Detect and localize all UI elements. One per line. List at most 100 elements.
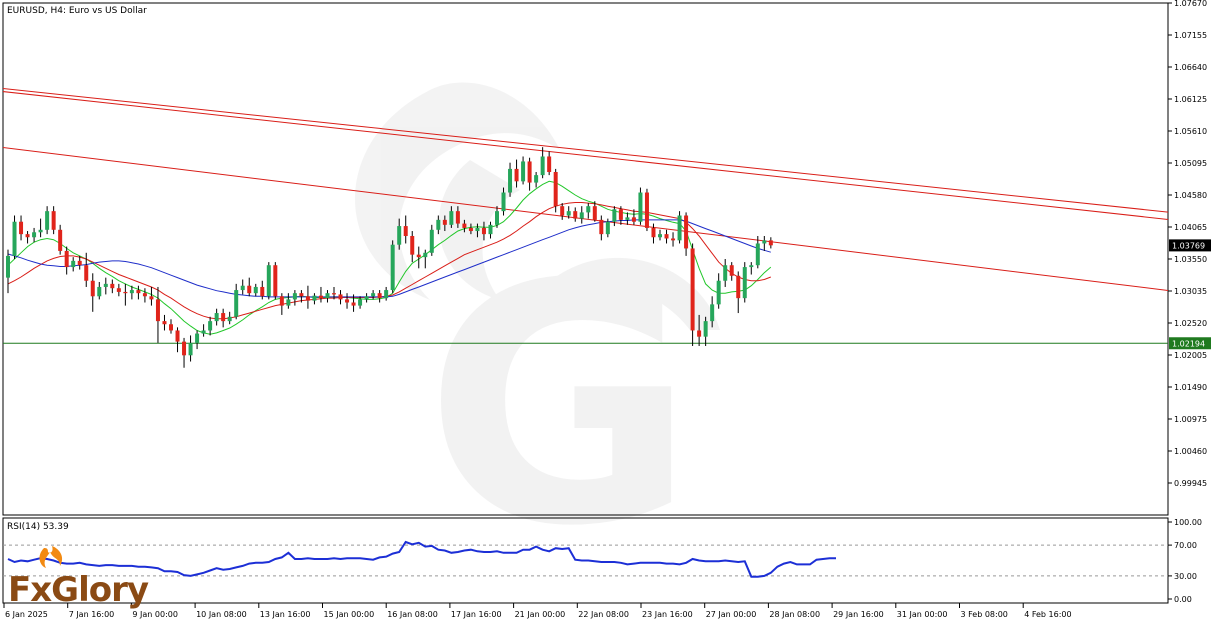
candle[interactable] (129, 285, 134, 300)
main-plot-area[interactable] (0, 87, 1200, 368)
candle[interactable] (312, 293, 317, 305)
candle[interactable] (97, 281, 102, 300)
candle[interactable] (592, 201, 597, 222)
candle[interactable] (644, 188, 649, 232)
candle[interactable] (162, 314, 167, 331)
candle[interactable] (247, 277, 252, 297)
candle[interactable] (442, 215, 447, 232)
candle[interactable] (384, 286, 389, 301)
candle[interactable] (240, 279, 245, 295)
candle[interactable] (631, 209, 636, 225)
candle[interactable] (136, 285, 141, 300)
candle[interactable] (397, 218, 402, 250)
candle[interactable] (318, 286, 323, 303)
candle[interactable] (71, 257, 76, 272)
candle[interactable] (677, 211, 682, 244)
candle[interactable] (182, 337, 187, 368)
candle[interactable] (664, 229, 669, 244)
candle[interactable] (605, 218, 610, 238)
candle[interactable] (351, 294, 356, 312)
candle[interactable] (455, 206, 460, 228)
candle[interactable] (149, 286, 154, 306)
candle[interactable] (566, 206, 571, 219)
candle[interactable] (540, 147, 545, 179)
candle[interactable] (299, 290, 304, 303)
candle[interactable] (755, 236, 760, 269)
candle[interactable] (488, 221, 493, 239)
candle[interactable] (45, 206, 50, 235)
candle[interactable] (64, 246, 69, 275)
candle[interactable] (736, 271, 741, 314)
candle[interactable] (116, 283, 121, 297)
candle[interactable] (729, 262, 734, 281)
candle[interactable] (175, 327, 180, 353)
candle[interactable] (742, 262, 747, 303)
candle[interactable] (260, 280, 265, 300)
candle[interactable] (625, 212, 630, 225)
candle[interactable] (84, 252, 89, 287)
candle[interactable] (508, 162, 513, 197)
candle[interactable] (586, 203, 591, 219)
candle[interactable] (214, 308, 219, 326)
candle[interactable] (58, 224, 63, 255)
candle[interactable] (201, 324, 206, 337)
candle[interactable] (325, 290, 330, 303)
candle[interactable] (345, 293, 350, 309)
candle[interactable] (77, 255, 82, 270)
candle[interactable] (253, 283, 258, 297)
candle[interactable] (723, 259, 728, 287)
candle[interactable] (527, 157, 532, 191)
candle[interactable] (410, 231, 415, 263)
candle[interactable] (671, 232, 676, 247)
candle[interactable] (468, 223, 473, 235)
candle[interactable] (155, 286, 160, 343)
candle[interactable] (286, 293, 291, 309)
candle[interactable] (462, 219, 467, 233)
candle[interactable] (364, 293, 369, 303)
candle[interactable] (501, 187, 506, 216)
candle[interactable] (169, 319, 173, 334)
candle[interactable] (690, 243, 695, 346)
candle[interactable] (429, 224, 434, 256)
candle[interactable] (110, 279, 115, 294)
candle[interactable] (227, 311, 232, 325)
candle[interactable] (332, 286, 336, 300)
candle[interactable] (560, 203, 565, 220)
candle[interactable] (710, 296, 715, 328)
candles[interactable] (6, 147, 773, 368)
candle[interactable] (436, 215, 441, 235)
rsi-plot-area[interactable] (3, 540, 1168, 578)
candle[interactable] (142, 288, 147, 303)
rsi-line[interactable] (7, 540, 836, 578)
candle[interactable] (377, 290, 382, 303)
candle[interactable] (495, 206, 499, 228)
candle[interactable] (279, 293, 284, 315)
candle[interactable] (208, 316, 213, 336)
candle[interactable] (371, 290, 376, 300)
candle[interactable] (292, 290, 297, 306)
candle[interactable] (390, 240, 395, 294)
candle[interactable] (221, 308, 226, 328)
candle[interactable] (234, 283, 239, 320)
candle[interactable] (547, 151, 552, 176)
candle[interactable] (684, 212, 689, 256)
candle[interactable] (749, 262, 754, 275)
candle[interactable] (449, 206, 454, 228)
candle[interactable] (514, 159, 519, 188)
candle[interactable] (123, 283, 128, 306)
candle[interactable] (403, 215, 408, 244)
candle[interactable] (25, 231, 30, 244)
candle[interactable] (762, 236, 767, 251)
candle[interactable] (358, 296, 363, 309)
candle[interactable] (553, 168, 558, 213)
candle[interactable] (423, 249, 428, 269)
candle[interactable] (416, 246, 421, 269)
candle[interactable] (658, 229, 662, 241)
candle[interactable] (338, 290, 343, 305)
candle[interactable] (534, 172, 539, 188)
channel-line[interactable] (0, 87, 1200, 215)
candle[interactable] (716, 273, 721, 309)
candle[interactable] (703, 316, 708, 346)
candle[interactable] (12, 215, 17, 259)
candle[interactable] (599, 215, 604, 241)
